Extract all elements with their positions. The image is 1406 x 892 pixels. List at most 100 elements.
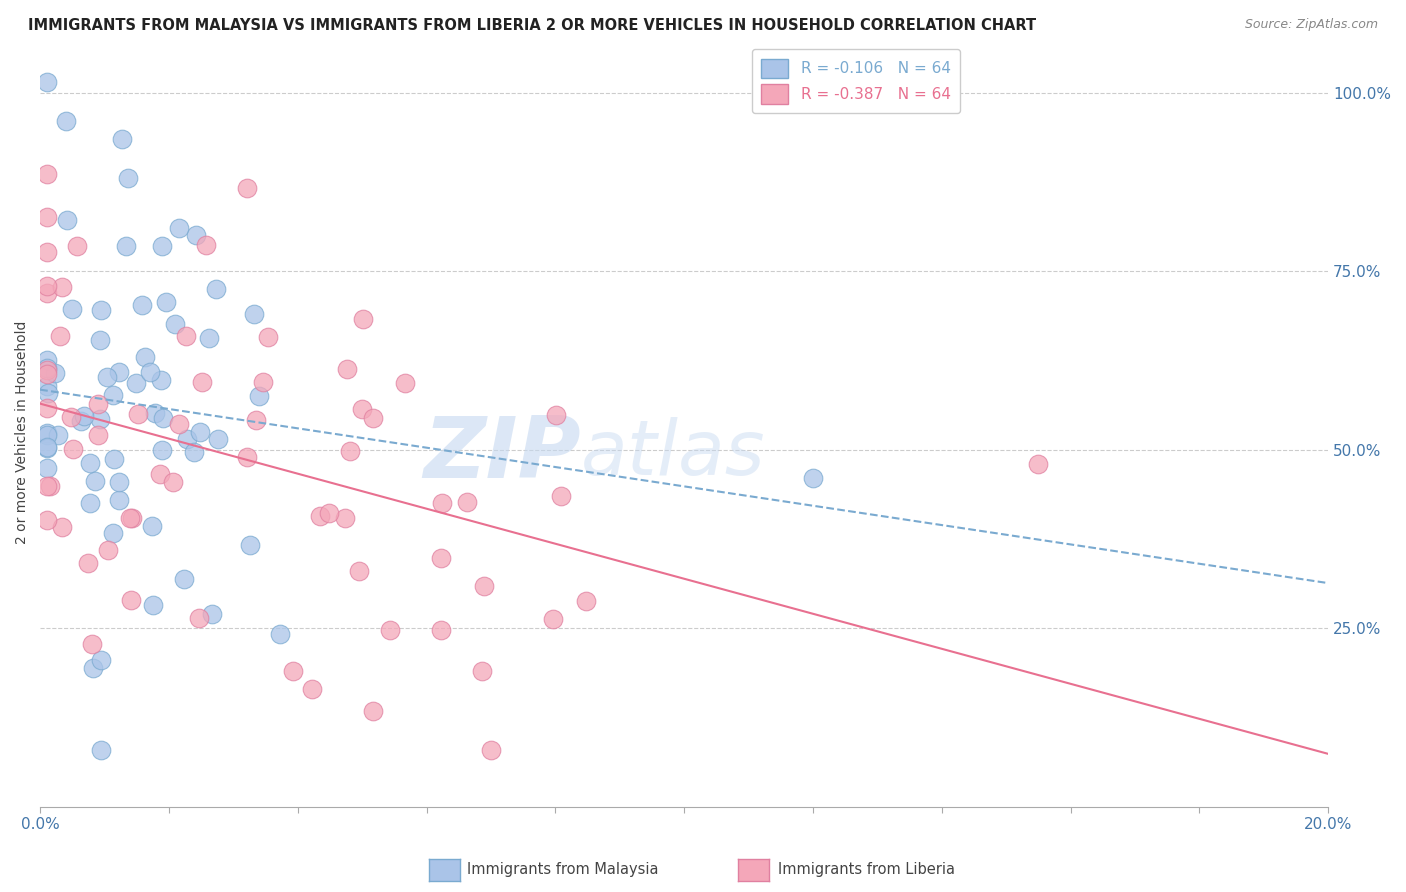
Y-axis label: 2 or more Vehicles in Household: 2 or more Vehicles in Household bbox=[15, 320, 30, 543]
Point bbox=[127, 407, 149, 421]
Point bbox=[361, 704, 384, 718]
Point bbox=[35, 352, 58, 367]
Text: Immigrants from Liberia: Immigrants from Liberia bbox=[778, 863, 955, 877]
Point bbox=[243, 307, 266, 321]
Point bbox=[48, 428, 70, 442]
Text: ZIP: ZIP bbox=[423, 413, 581, 496]
Point bbox=[339, 443, 361, 458]
Point bbox=[37, 386, 59, 401]
Point bbox=[333, 511, 356, 525]
Point bbox=[352, 312, 374, 326]
Point bbox=[35, 285, 58, 300]
Point bbox=[165, 317, 187, 331]
Point bbox=[51, 280, 73, 294]
Point bbox=[35, 513, 58, 527]
Point bbox=[35, 368, 58, 382]
Point bbox=[184, 227, 207, 242]
Point bbox=[380, 623, 402, 637]
Point bbox=[430, 623, 453, 637]
Point bbox=[35, 426, 58, 441]
Point bbox=[73, 409, 96, 424]
Point bbox=[207, 432, 229, 446]
Point bbox=[205, 282, 228, 296]
Point bbox=[801, 471, 824, 485]
Point bbox=[245, 413, 267, 427]
Point bbox=[188, 611, 211, 625]
Point bbox=[117, 171, 139, 186]
Point bbox=[174, 329, 197, 343]
Point bbox=[115, 239, 138, 253]
Point bbox=[149, 467, 172, 481]
Point bbox=[167, 417, 190, 432]
Point bbox=[62, 442, 84, 457]
Point bbox=[308, 508, 330, 523]
Point bbox=[35, 427, 58, 442]
Point bbox=[39, 478, 62, 492]
Point bbox=[35, 401, 58, 415]
Point bbox=[190, 375, 212, 389]
Point bbox=[142, 598, 165, 612]
Point bbox=[111, 131, 134, 145]
Point bbox=[107, 365, 129, 379]
Point bbox=[35, 461, 58, 475]
Point bbox=[35, 361, 58, 376]
Point bbox=[79, 496, 101, 510]
Point bbox=[134, 350, 156, 364]
Point bbox=[162, 475, 184, 489]
Point bbox=[173, 572, 195, 586]
Point bbox=[252, 375, 274, 389]
Point bbox=[90, 743, 112, 757]
Point bbox=[108, 475, 131, 490]
Point bbox=[103, 452, 125, 467]
Point bbox=[44, 367, 66, 381]
Point bbox=[235, 450, 257, 465]
Point bbox=[35, 245, 58, 260]
Point bbox=[80, 636, 103, 650]
Point bbox=[1028, 457, 1050, 471]
Point bbox=[60, 409, 83, 424]
Point bbox=[150, 373, 173, 387]
Point bbox=[35, 75, 58, 89]
Point bbox=[35, 362, 58, 376]
Point bbox=[139, 365, 162, 379]
Point bbox=[55, 212, 77, 227]
Point bbox=[201, 607, 224, 621]
Point bbox=[176, 432, 198, 446]
Point bbox=[256, 330, 278, 344]
Point bbox=[51, 520, 73, 534]
Point bbox=[120, 592, 142, 607]
Point bbox=[96, 370, 118, 384]
Point bbox=[197, 331, 219, 345]
Point bbox=[35, 379, 58, 393]
Point bbox=[35, 167, 58, 181]
Point bbox=[301, 681, 323, 696]
Point bbox=[361, 411, 384, 425]
Point bbox=[79, 456, 101, 470]
Legend: R = -0.106   N = 64, R = -0.387   N = 64: R = -0.106 N = 64, R = -0.387 N = 64 bbox=[752, 49, 960, 113]
Point bbox=[35, 442, 58, 456]
Point bbox=[471, 665, 494, 679]
Point bbox=[145, 406, 167, 420]
Point bbox=[55, 114, 77, 128]
Point bbox=[83, 475, 105, 489]
Point bbox=[430, 551, 453, 566]
Point bbox=[236, 181, 259, 195]
Point bbox=[131, 298, 153, 312]
Point bbox=[103, 388, 125, 402]
Point bbox=[35, 278, 58, 293]
Point bbox=[541, 612, 564, 626]
Point bbox=[124, 376, 146, 390]
Point bbox=[188, 425, 211, 439]
Text: Immigrants from Malaysia: Immigrants from Malaysia bbox=[467, 863, 658, 877]
Point bbox=[336, 361, 359, 376]
Point bbox=[60, 301, 83, 316]
Point bbox=[87, 397, 110, 411]
Point bbox=[77, 556, 100, 570]
Point bbox=[550, 489, 572, 503]
Point bbox=[430, 496, 453, 510]
Point bbox=[239, 537, 262, 551]
Point bbox=[82, 661, 104, 675]
Point bbox=[283, 665, 305, 679]
Point bbox=[101, 526, 124, 541]
Point bbox=[90, 653, 112, 667]
